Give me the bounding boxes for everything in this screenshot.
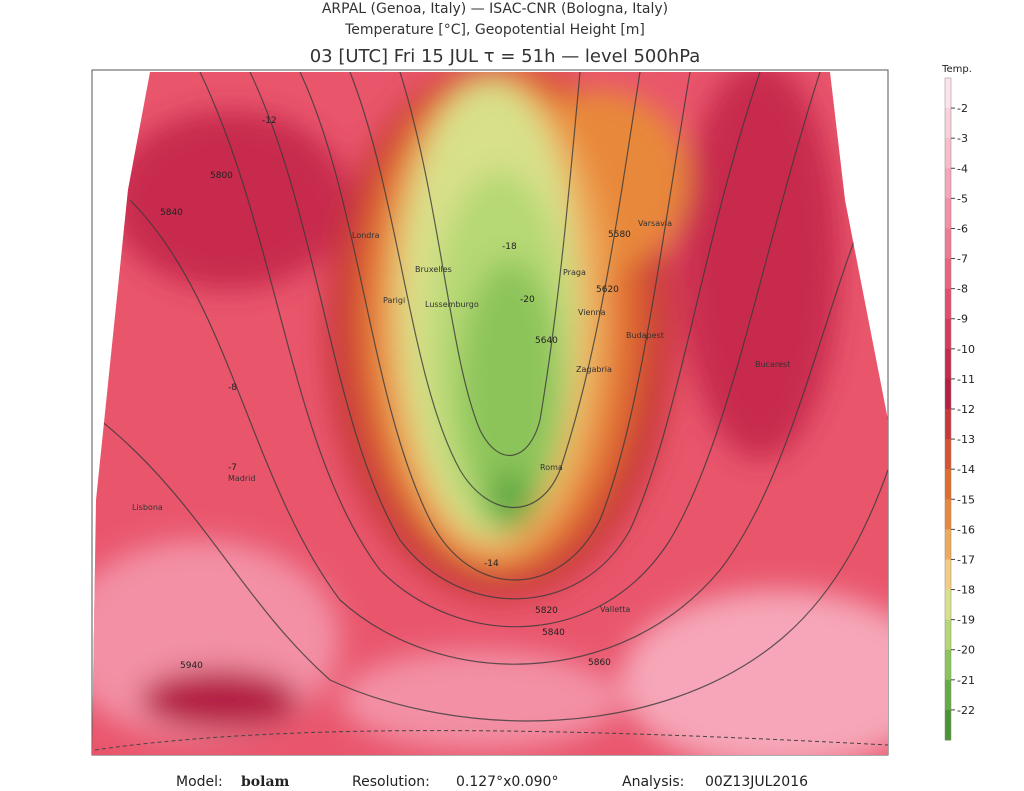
city-label: Lisbona: [132, 503, 163, 512]
contour-label: 5640: [535, 336, 558, 346]
colorbar-label: -5: [957, 192, 968, 205]
header-line: ARPAL (Genoa, Italy) — ISAC-CNR (Bologna…: [322, 1, 668, 17]
contour-label: -12: [262, 116, 277, 126]
colorbar-swatch: [945, 108, 951, 139]
footer-label: Analysis:: [622, 774, 684, 790]
map: [92, 72, 888, 755]
colorbar-swatch: [945, 709, 951, 741]
city-label: Valletta: [600, 605, 630, 614]
colorbar-label: -11: [957, 373, 975, 386]
colorbar-swatch: [945, 559, 951, 591]
footer-label: Model:: [176, 774, 223, 790]
colorbar-swatch: [945, 138, 951, 169]
colorbar-swatch: [945, 288, 951, 320]
footer-label: Resolution:: [352, 774, 430, 790]
contour-label: -20: [520, 295, 535, 305]
colorbar-swatch: [945, 378, 951, 410]
colorbar-label: -15: [957, 493, 975, 506]
colorbar-swatch: [945, 318, 951, 350]
city-label: Parigi: [383, 296, 405, 305]
colorbar-label: -9: [957, 313, 968, 326]
contour-label: -18: [502, 242, 517, 252]
contour-label: 5940: [180, 661, 203, 671]
footer: Model: bolam Resolution: 0.127°x0.090° A…: [176, 774, 808, 790]
contour-label: 5800: [210, 171, 233, 181]
colorbar-label: -19: [957, 614, 975, 627]
city-label: Vienna: [578, 308, 606, 317]
contour-label: 5840: [160, 208, 183, 218]
colorbar-swatch: [945, 78, 951, 109]
city-label: Zagabria: [576, 365, 612, 374]
footer-value: 00Z13JUL2016: [705, 774, 808, 790]
contour-label: 5620: [596, 285, 619, 295]
city-label: Bucarest: [755, 360, 790, 369]
colorbar-swatch: [945, 499, 951, 530]
colorbar-label: -10: [957, 343, 975, 356]
city-label: Bruxelles: [415, 265, 452, 274]
colorbar-swatch: [945, 258, 951, 290]
footer-value: bolam: [241, 774, 290, 790]
contour-label: 5820: [535, 606, 558, 616]
contour-label: 5860: [588, 658, 611, 668]
colorbar-title: Temp.: [941, 64, 972, 75]
colorbar-label: -16: [957, 523, 975, 536]
colorbar-swatch: [945, 198, 951, 229]
city-label: Madrid: [228, 474, 255, 483]
colorbar-label: -21: [957, 674, 975, 687]
colorbar-swatch: [945, 649, 951, 681]
colorbar-swatch: [945, 228, 951, 260]
city-label: Varsavia: [638, 219, 672, 228]
contour-label: 5840: [542, 628, 565, 638]
colorbar-label: -14: [957, 463, 975, 476]
colorbar-label: -2: [957, 102, 968, 115]
header-line: 03 [UTC] Fri 15 JUL τ = 51h — level 500h…: [310, 46, 701, 67]
colorbar-label: -20: [957, 644, 975, 657]
city-label: Lussemburgo: [425, 300, 479, 309]
colorbar-swatch: [945, 589, 951, 621]
contour-label: -8: [228, 383, 237, 393]
colorbar-label: -12: [957, 403, 975, 416]
colorbar-swatch: [945, 168, 951, 199]
header-line: Temperature [°C], Geopotential Height [m…: [344, 22, 645, 38]
contour-label: 5580: [608, 230, 631, 240]
colorbar-label: -6: [957, 222, 968, 235]
contour-label: -14: [484, 559, 499, 569]
colorbar-label: -7: [957, 253, 968, 266]
city-label: Londra: [352, 231, 380, 240]
colorbar-label: -18: [957, 584, 975, 597]
colorbar-swatch: [945, 409, 951, 440]
colorbar-swatch: [945, 348, 951, 380]
colorbar-label: -8: [957, 283, 968, 296]
colorbar-swatch: [945, 679, 951, 711]
colorbar-label: -4: [957, 162, 968, 175]
contour-label: -7: [228, 463, 237, 473]
colorbar-swatch: [945, 529, 951, 560]
colorbar-label: -17: [957, 553, 975, 566]
city-label: Praga: [563, 268, 586, 277]
colorbar-swatch: [945, 619, 951, 651]
colorbar-label: -13: [957, 433, 975, 446]
city-label: Budapest: [626, 331, 664, 340]
colorbar-swatch: [945, 439, 951, 470]
map-labels: Londra Parigi Bruxelles Lussemburgo Madr…: [132, 116, 790, 671]
colorbar-label: -22: [957, 704, 975, 717]
city-label: Roma: [540, 463, 563, 472]
colorbar-swatch: [945, 469, 951, 500]
colorbar-label: -3: [957, 132, 968, 145]
colorbar: -2 -3 -4 -5 -6 -7 -8 -9 -10 -11 -12 -13 -14 -15 -16 -17…: [944, 77, 975, 741]
footer-value: 0.127°x0.090°: [456, 774, 558, 790]
